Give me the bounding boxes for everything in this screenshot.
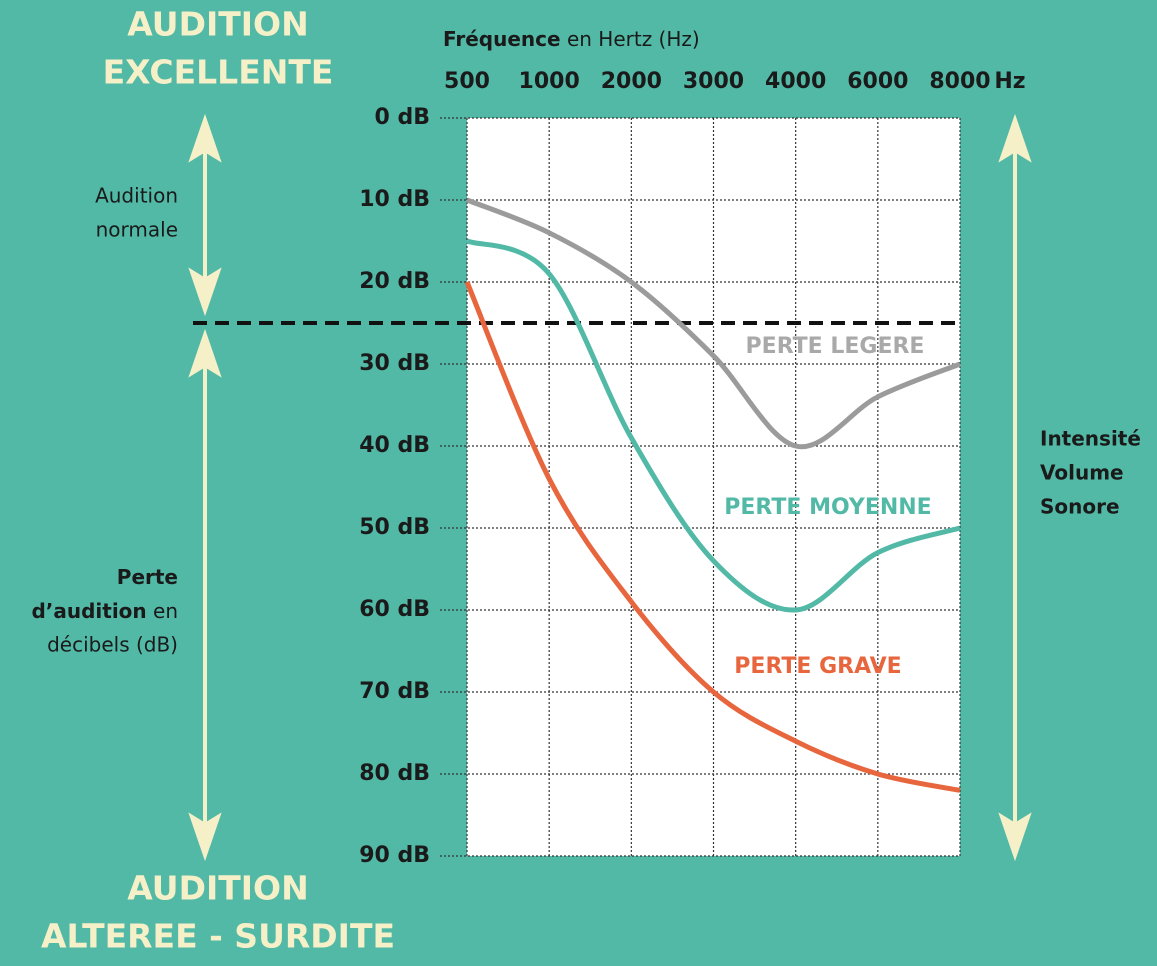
right-label: Volume — [1040, 461, 1124, 485]
arrow-head — [188, 328, 222, 378]
y-tick-label: 20 dB — [359, 269, 430, 294]
x-tick-label: 500 — [444, 69, 490, 94]
loss-label: d’audition en — [31, 599, 178, 623]
x-tick-label: 8000 — [929, 69, 990, 94]
right-label: Sonore — [1040, 495, 1120, 519]
bottom-label: ALTEREE - SURDITE — [41, 917, 395, 956]
x-tick-label: 2000 — [601, 69, 662, 94]
arrow-head — [998, 812, 1032, 862]
x-axis-title-rest: en Hertz (Hz) — [567, 27, 700, 51]
series-label: PERTE GRAVE — [734, 654, 901, 679]
y-tick-label: 90 dB — [359, 843, 430, 868]
loss-label-bold: d’audition — [31, 599, 146, 623]
arrow-head — [188, 113, 222, 163]
series-label: PERTE MOYENNE — [724, 495, 931, 520]
x-axis-title-bold: Fréquence — [443, 27, 561, 51]
y-tick-label: 60 dB — [359, 597, 430, 622]
y-tick-label: 80 dB — [359, 761, 430, 786]
loss-label-rest: en — [153, 599, 178, 623]
x-tick-label: 6000 — [847, 69, 908, 94]
y-tick-label: 70 dB — [359, 679, 430, 704]
series-line — [466, 238, 961, 613]
x-unit: Hz — [994, 69, 1025, 94]
top-label: EXCELLENTE — [103, 53, 334, 92]
series-line — [466, 197, 961, 450]
y-tick-label: 40 dB — [359, 433, 430, 458]
y-tick-label: 30 dB — [359, 351, 430, 376]
arrow-head — [998, 113, 1032, 163]
bottom-label: AUDITION — [127, 869, 308, 908]
top-label: AUDITION — [127, 5, 308, 44]
normal-label: Audition — [95, 184, 178, 208]
series-line — [464, 281, 961, 793]
normal-label: normale — [96, 218, 178, 242]
arrow-head — [188, 812, 222, 862]
arrow-head — [188, 267, 222, 317]
x-tick-label: 1000 — [519, 69, 580, 94]
loss-label: Perte — [117, 565, 178, 589]
y-tick-label: 50 dB — [359, 515, 430, 540]
x-tick-label: 3000 — [683, 69, 744, 94]
x-axis-title: Fréquence en Hertz (Hz) — [443, 27, 700, 51]
loss-label-bold: Perte — [117, 565, 178, 589]
series-label: PERTE LEGERE — [746, 334, 925, 359]
y-tick-label: 10 dB — [359, 187, 430, 212]
arrows — [188, 113, 1032, 862]
loss-label: décibels (dB) — [47, 633, 178, 657]
y-tick-label: 0 dB — [375, 105, 430, 130]
right-label: Intensité — [1040, 427, 1141, 451]
x-tick-label: 4000 — [765, 69, 826, 94]
